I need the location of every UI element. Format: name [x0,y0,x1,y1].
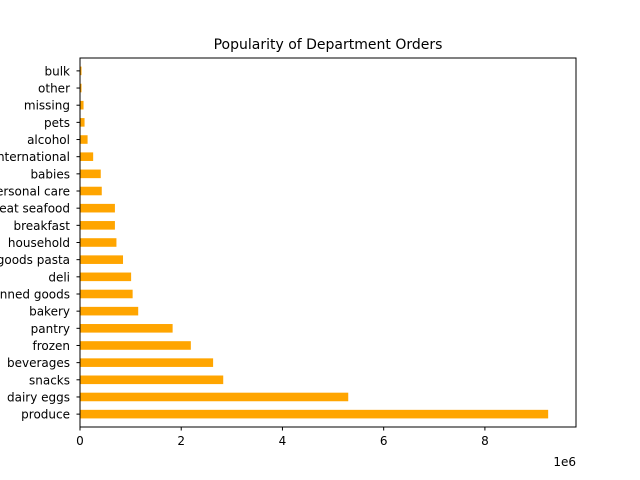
bar-deli [80,272,132,282]
bar-dry-goods-pasta [80,255,124,264]
y-tick-label: babies [30,167,70,181]
bar-alcohol [80,135,88,144]
y-tick-label: deli [48,270,70,284]
y-tick-label: pets [44,116,70,130]
x-tick-label: 6 [380,434,388,448]
bar-bakery [80,306,139,316]
y-tick-label: other [38,82,70,96]
bar-canned-goods [80,289,133,299]
y-tick-label: frozen [32,339,70,353]
x-tick-label: 8 [481,434,489,448]
y-tick-label: meat seafood [0,202,70,216]
y-tick-label: canned goods [0,287,70,301]
bar-dairy-eggs [80,392,349,402]
bars-group [80,66,549,419]
x-tick-label: 2 [177,434,185,448]
y-tick-label: bulk [44,64,70,78]
bar-frozen [80,341,191,350]
x-tick-label: 0 [76,434,84,448]
bar-household [80,238,117,247]
y-tick-label: missing [24,99,70,113]
bar-bulk [80,66,82,76]
y-tick-label: dry goods pasta [0,253,70,267]
y-tick-label: pantry [31,322,70,336]
bar-pantry [80,324,173,333]
y-tick-label: beverages [7,356,70,370]
x-tick-label: 4 [279,434,287,448]
bar-missing [80,100,84,110]
plot-frame [79,57,577,428]
chart-title: Popularity of Department Orders [214,37,443,53]
y-tick-label: produce [21,408,70,422]
y-tick-label: bakery [29,305,70,319]
bar-breakfast [80,221,115,230]
bar-pets [80,118,85,127]
bar-produce [80,409,549,419]
y-tick-label: alcohol [27,133,70,147]
bar-personal-care [80,186,102,196]
y-tick-label: household [8,236,70,250]
x-axis: 0 2 4 6 8 [76,427,489,448]
bar-babies [80,169,101,179]
bar-meat-seafood [80,203,115,213]
y-tick-label: snacks [29,373,70,387]
bar-other [80,83,82,93]
bar-snacks [80,375,224,385]
y-tick-label: dairy eggs [7,390,70,404]
bar-beverages [80,358,214,367]
y-tick-label: breakfast [13,219,70,233]
y-tick-label: international [0,150,70,164]
x-axis-multiplier: 1e6 [553,455,576,469]
y-tick-label: personal care [0,185,70,199]
bar-international [80,152,94,161]
y-axis: produce dairy eggs snacks beverages frozen pa… [0,64,80,422]
